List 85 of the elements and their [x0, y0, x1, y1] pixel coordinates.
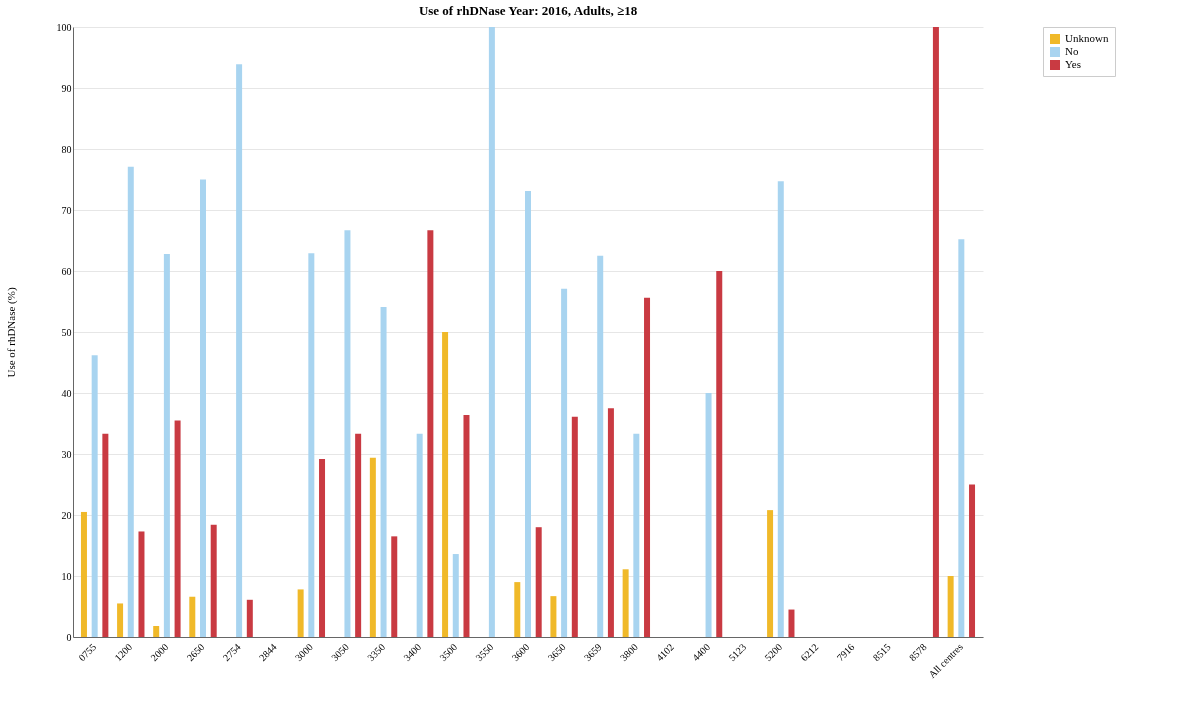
bar	[91, 355, 98, 637]
y-tick-label: 60	[61, 265, 72, 277]
x-tick-label: 2000	[148, 641, 171, 664]
y-tick-label: 80	[61, 143, 72, 155]
x-tick-label: 0755	[76, 641, 99, 664]
x-tick-label: 1200	[112, 641, 135, 664]
x-tick-label: 6212	[798, 641, 821, 664]
bar	[597, 255, 604, 637]
y-tick-label: 100	[56, 21, 72, 33]
x-tick-label: 3050	[329, 641, 351, 664]
x-tick-label: 8578	[906, 641, 929, 664]
bar	[355, 433, 362, 637]
bar	[607, 408, 614, 637]
x-tick-label: 3650	[545, 641, 568, 664]
bar	[777, 181, 784, 637]
x-tick-label: 5123	[726, 641, 749, 664]
bar	[200, 179, 206, 637]
bar	[716, 271, 723, 637]
bar	[246, 599, 253, 637]
bar	[369, 457, 376, 637]
y-tick-label: 10	[61, 570, 72, 582]
bar	[442, 332, 449, 637]
x-tick-label: 3659	[581, 641, 604, 664]
legend-label: Yes	[1065, 58, 1082, 70]
bar	[138, 531, 145, 637]
x-tick-label: 7916	[834, 641, 857, 664]
bar	[236, 64, 243, 637]
bar	[514, 582, 521, 637]
bar	[969, 484, 976, 637]
y-tick-label: 0	[66, 631, 72, 643]
bar	[788, 609, 795, 637]
bar	[117, 603, 124, 637]
bar	[633, 433, 640, 637]
x-tick-label: 3350	[365, 641, 388, 664]
bar	[571, 416, 578, 637]
bar	[535, 527, 542, 637]
x-tick-label: 4400	[690, 641, 713, 664]
bar	[127, 166, 134, 637]
chart-title: Use of rhDNase Year: 2016, Adults, ≥18	[418, 3, 638, 18]
x-tick-label: 8515	[870, 641, 893, 664]
bar	[644, 297, 651, 637]
bar	[622, 569, 629, 637]
bar	[525, 191, 531, 637]
bar	[174, 420, 181, 637]
x-tick-label: 4102	[654, 641, 676, 664]
bar	[427, 230, 434, 637]
bar	[102, 433, 109, 637]
legend-label: No	[1065, 45, 1079, 57]
x-tick-label: 3600	[509, 641, 532, 664]
y-tick-label: 40	[61, 387, 72, 399]
bar	[297, 589, 304, 637]
bar	[80, 511, 87, 637]
y-tick-label: 90	[61, 82, 72, 94]
y-tick-label: 20	[61, 509, 72, 521]
y-tick-label: 70	[61, 204, 72, 216]
legend-label: Unknown	[1065, 32, 1109, 44]
bar	[189, 596, 196, 637]
bar	[958, 239, 965, 637]
x-tick-label: 3500	[437, 641, 460, 664]
bar	[210, 524, 217, 637]
bar	[380, 306, 387, 637]
bar	[344, 230, 351, 637]
y-tick-label: 30	[61, 448, 72, 460]
bar	[550, 596, 557, 637]
x-tick-label: 5200	[762, 641, 785, 664]
bar	[416, 433, 423, 637]
bar	[153, 626, 160, 637]
x-tick-label: 3550	[473, 641, 496, 664]
bar	[463, 414, 470, 637]
x-tick-label: 3400	[401, 641, 424, 664]
bar	[308, 253, 315, 637]
bar	[163, 253, 170, 637]
y-tick-label: 50	[61, 326, 72, 338]
bar	[705, 393, 712, 637]
bar	[767, 510, 774, 637]
x-tick-label: 3800	[617, 641, 640, 664]
bar	[319, 458, 326, 637]
bar	[452, 554, 459, 637]
bar	[932, 27, 939, 637]
x-tick-label: 3000	[292, 641, 315, 664]
y-axis-title: Use of rhDNase (%)	[4, 287, 18, 378]
bar	[561, 288, 568, 637]
bar	[947, 576, 954, 637]
bar	[488, 27, 495, 637]
bar	[391, 536, 398, 637]
